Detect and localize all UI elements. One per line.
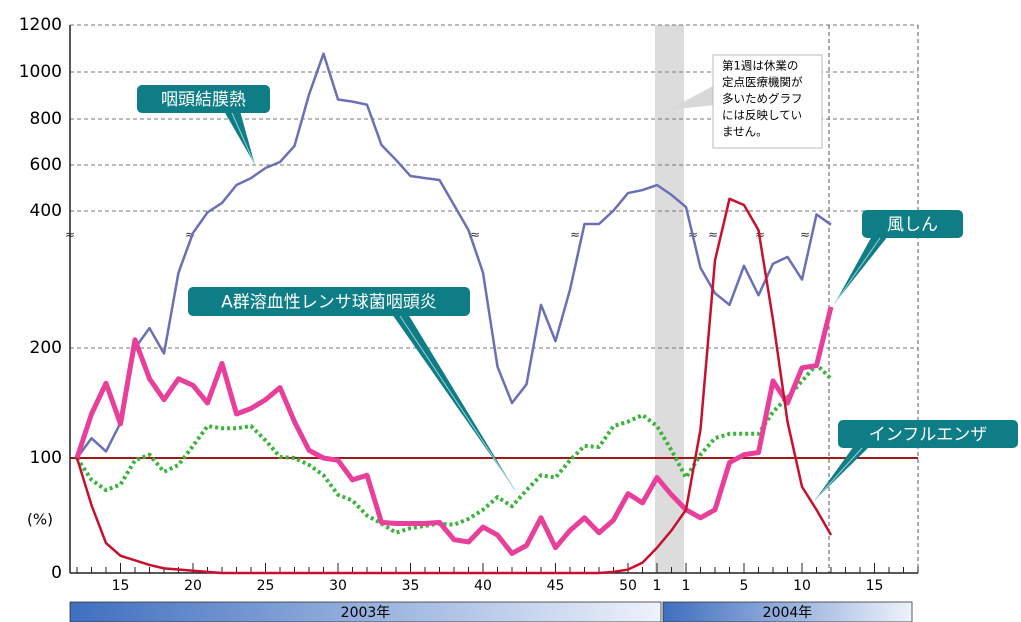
- callout-pointer: [392, 314, 515, 490]
- series-line: [74, 306, 834, 556]
- callout-box: [137, 85, 270, 113]
- y-unit: (%): [27, 511, 53, 529]
- legend-label: 風しん: [887, 215, 938, 235]
- x-tick-label: 5: [740, 578, 749, 594]
- callout-box: [862, 210, 963, 238]
- note-text: 定点医療機関が: [722, 75, 803, 89]
- y-tick-label: 400: [30, 201, 62, 221]
- callout-pointer: [224, 111, 255, 165]
- callout-pointer-line: [231, 112, 256, 166]
- axis-break: ≈: [470, 228, 480, 242]
- note-box: [712, 54, 823, 149]
- note-text: には反映してい: [722, 108, 802, 122]
- axis-break: ≈: [570, 228, 580, 242]
- y-tick-label: 0: [51, 563, 62, 583]
- callout-pointer-line: [399, 315, 516, 491]
- legend-label: A群溶血性レンサ球菌咽頭炎: [221, 293, 437, 313]
- y-tick-label: 1200: [19, 15, 62, 35]
- axis-break: ≈: [800, 228, 810, 242]
- year-label: 2004年: [763, 605, 813, 621]
- x-tick-label: 40: [474, 578, 492, 594]
- series-line: [75, 197, 833, 575]
- year-band: [69, 601, 662, 622]
- axis-break: ≈: [708, 228, 718, 242]
- callout-box: [838, 420, 1018, 448]
- series-line: [75, 52, 832, 459]
- legend-label: インフルエンザ: [869, 425, 988, 445]
- callout-box: [188, 287, 470, 316]
- year-label: 2003年: [341, 605, 391, 621]
- x-tick-label: 30: [329, 578, 347, 594]
- note-text: ません。: [722, 125, 768, 139]
- y-tick-label: 600: [30, 155, 62, 175]
- x-tick-label: 15: [112, 578, 130, 594]
- y-tick-label: 200: [30, 338, 62, 358]
- x-tick-label: 50: [619, 578, 637, 594]
- callout-pointer: [835, 236, 888, 303]
- year-band: [662, 601, 913, 622]
- x-tick-label: 10: [793, 578, 811, 594]
- x-tick-label: 15: [866, 578, 884, 594]
- x-tick-label: 1: [653, 578, 662, 594]
- legend-label: 咽頭結膜熱: [161, 90, 246, 110]
- y-tick-label: 100: [30, 448, 62, 468]
- note-pointer: [668, 85, 715, 110]
- y-tick-label: 800: [30, 109, 62, 129]
- callout-pointer-line: [834, 237, 881, 304]
- x-tick-label: 35: [402, 578, 420, 594]
- axis-break: ≈: [185, 228, 195, 242]
- x-tick-label: 20: [184, 578, 202, 594]
- x-tick-label: 1: [682, 578, 691, 594]
- series-line: [75, 362, 833, 535]
- y-tick-label: 1000: [19, 62, 62, 82]
- x-tick-label: 25: [257, 578, 275, 594]
- note-text: 多いためグラフ: [722, 92, 803, 106]
- callout-pointer-line: [814, 447, 863, 501]
- x-tick-label: 45: [547, 578, 565, 594]
- callout-pointer: [815, 446, 870, 500]
- note-text: 第1週は休業の: [722, 59, 798, 73]
